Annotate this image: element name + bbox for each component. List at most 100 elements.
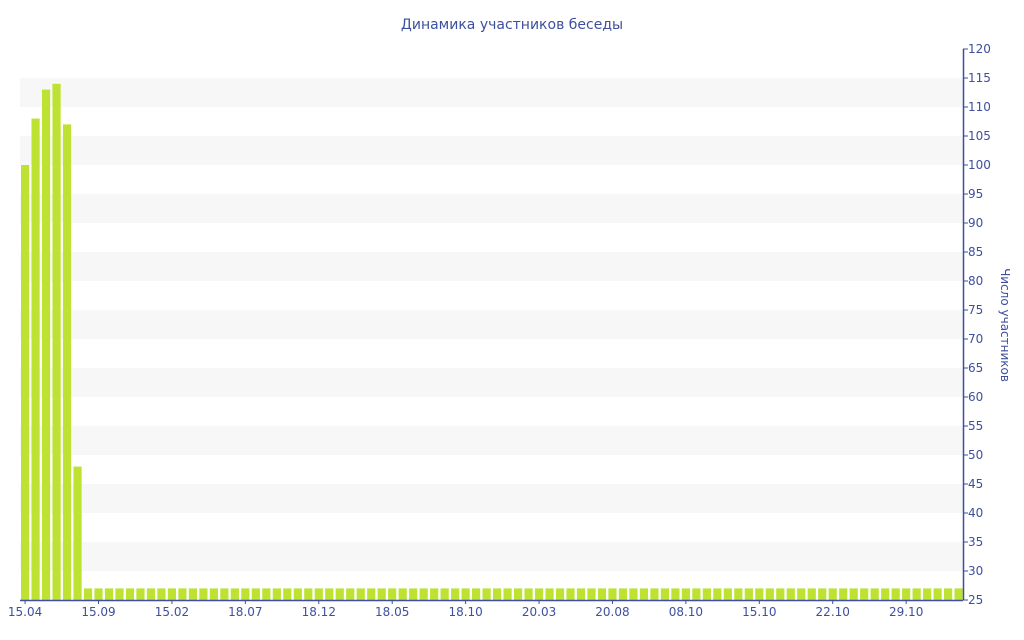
bar bbox=[272, 588, 281, 600]
bar bbox=[944, 588, 953, 600]
x-tick-label: 18.05 bbox=[375, 605, 409, 619]
bar bbox=[188, 588, 198, 600]
x-tick-label: 20.08 bbox=[595, 605, 629, 619]
bar bbox=[62, 124, 72, 601]
bar bbox=[755, 588, 764, 600]
bars bbox=[21, 83, 963, 601]
bar bbox=[325, 588, 334, 600]
bar bbox=[870, 588, 879, 600]
bar bbox=[461, 588, 470, 600]
x-tick-label: 18.10 bbox=[448, 605, 482, 619]
y-tick-label: 50 bbox=[968, 448, 983, 462]
bar bbox=[839, 588, 848, 600]
bar bbox=[734, 588, 743, 600]
bar bbox=[629, 588, 638, 600]
x-tick-label: 08.10 bbox=[669, 605, 703, 619]
bar bbox=[21, 165, 30, 600]
bar bbox=[545, 588, 554, 600]
bar bbox=[220, 588, 229, 600]
y-tick-label: 90 bbox=[968, 216, 983, 230]
y-tick-label: 40 bbox=[968, 506, 983, 520]
bar bbox=[346, 588, 355, 600]
y-tick-label: 85 bbox=[968, 245, 983, 259]
bar bbox=[776, 588, 785, 600]
bar bbox=[608, 588, 617, 600]
y-tick-label: 75 bbox=[968, 303, 983, 317]
bar bbox=[125, 588, 135, 600]
grid-band bbox=[20, 78, 963, 107]
bar bbox=[31, 118, 40, 600]
bar bbox=[52, 83, 61, 601]
bar bbox=[744, 588, 753, 600]
bar bbox=[828, 588, 837, 600]
bar bbox=[702, 588, 711, 600]
bar bbox=[209, 588, 218, 600]
bar bbox=[472, 588, 481, 600]
bar bbox=[576, 588, 586, 600]
bar bbox=[860, 588, 869, 600]
bar bbox=[650, 588, 659, 600]
bar bbox=[618, 588, 628, 600]
bar bbox=[388, 588, 397, 600]
bar bbox=[83, 588, 93, 600]
bar bbox=[178, 588, 187, 600]
bar bbox=[73, 466, 82, 600]
grid-band bbox=[20, 252, 963, 281]
x-tick-label: 15.09 bbox=[81, 605, 115, 619]
bar bbox=[335, 588, 344, 600]
bar bbox=[167, 588, 177, 600]
bar bbox=[681, 588, 690, 600]
grid-band bbox=[20, 368, 963, 397]
y-tick-label: 65 bbox=[968, 361, 983, 375]
bar bbox=[115, 588, 124, 600]
bar bbox=[157, 588, 166, 600]
bar bbox=[660, 588, 670, 600]
bar bbox=[534, 588, 544, 600]
bar bbox=[377, 588, 386, 600]
bar bbox=[902, 588, 911, 600]
bar bbox=[797, 588, 806, 600]
bar bbox=[881, 588, 890, 600]
bar bbox=[765, 588, 774, 600]
x-tick-label: 18.12 bbox=[302, 605, 336, 619]
bar bbox=[807, 588, 816, 600]
bar bbox=[671, 588, 680, 600]
bar bbox=[283, 588, 292, 600]
bar bbox=[419, 588, 428, 600]
bar bbox=[482, 588, 491, 600]
bar bbox=[367, 588, 376, 600]
bar bbox=[146, 588, 156, 600]
x-tick-label: 22.10 bbox=[816, 605, 850, 619]
y-tick-label: 100 bbox=[968, 158, 991, 172]
grid-band bbox=[20, 426, 963, 455]
bar bbox=[849, 588, 858, 600]
y-tick-label: 55 bbox=[968, 419, 983, 433]
y-tick-label: 45 bbox=[968, 477, 983, 491]
bar bbox=[104, 588, 114, 600]
y-axis: 25 30 35 40 45 50 55 60 65 70 75 80 85 90 95 100 105 110 1… bbox=[962, 42, 991, 607]
bar bbox=[94, 588, 103, 600]
bar bbox=[430, 588, 439, 600]
y-tick-label: 95 bbox=[968, 187, 983, 201]
bar bbox=[923, 588, 932, 600]
grid-band bbox=[20, 136, 963, 165]
grid-band bbox=[20, 310, 963, 339]
bar bbox=[597, 588, 607, 600]
bar bbox=[891, 588, 900, 600]
y-tick-label: 35 bbox=[968, 535, 983, 549]
bar bbox=[440, 588, 449, 600]
bar bbox=[786, 588, 795, 600]
bar bbox=[493, 588, 502, 600]
y-axis-label: Число участников bbox=[998, 268, 1012, 382]
bar bbox=[513, 588, 523, 600]
y-tick-label: 120 bbox=[968, 42, 991, 56]
grid-band bbox=[20, 194, 963, 223]
y-tick-label: 115 bbox=[968, 71, 991, 85]
bar bbox=[524, 588, 533, 600]
bar bbox=[555, 588, 565, 600]
bar bbox=[503, 588, 512, 600]
x-tick-label: 15.02 bbox=[155, 605, 189, 619]
y-tick-label: 105 bbox=[968, 129, 991, 143]
bar bbox=[241, 588, 250, 600]
